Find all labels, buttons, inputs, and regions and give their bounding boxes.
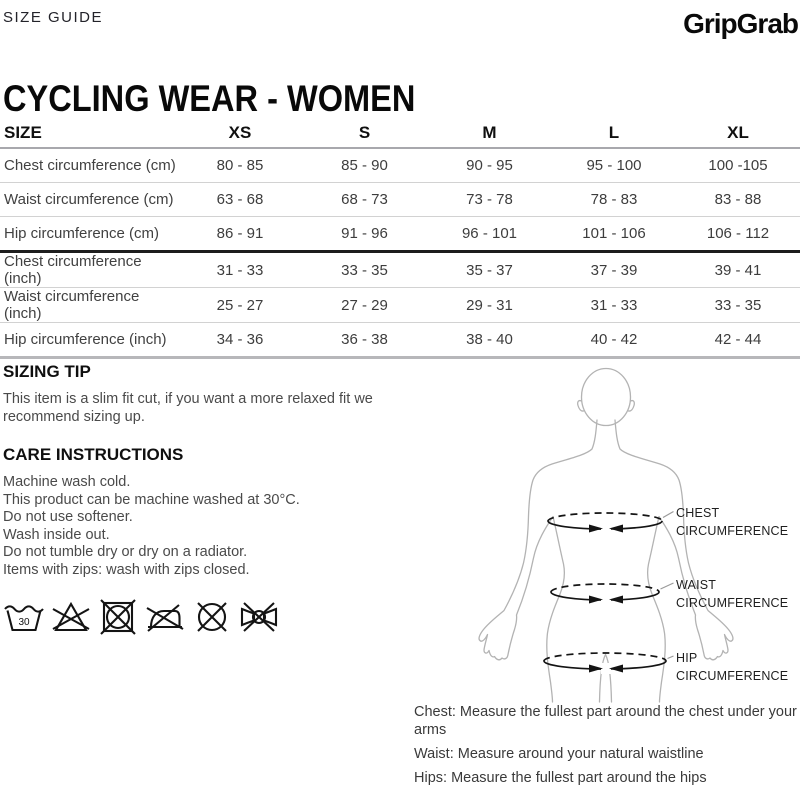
figure-head <box>580 367 632 427</box>
table-row: Hip circumference (inch) 34 - 36 36 - 38… <box>0 322 800 358</box>
hip-label-leader-line <box>667 655 674 660</box>
size-cell: 100 -105 <box>708 157 768 174</box>
do-not-bleach-icon <box>52 601 90 632</box>
care-instructions-heading: CARE INSTRUCTIONS <box>3 445 184 464</box>
measurement-notes: Chest: Measure the fullest part around t… <box>414 703 800 793</box>
size-cell: 86 - 91 <box>216 225 264 242</box>
do-not-wring-icon <box>240 602 278 632</box>
table-row: Chest circumference (cm) 80 - 85 85 - 90… <box>0 148 800 183</box>
care-instruction-line: Wash inside out. <box>3 526 110 543</box>
size-cell: 40 - 42 <box>590 331 638 348</box>
size-cell: 106 - 112 <box>706 225 770 242</box>
waist-circumference-label: WAIST CIRCUMFERENCE <box>676 578 789 610</box>
hip-circumference-label: HIP CIRCUMFERENCE <box>676 651 789 683</box>
size-table: SIZE XS S M L XL Chest circumference (cm… <box>0 118 800 359</box>
chest-circumference-label: CHEST CIRCUMFERENCE <box>676 506 789 538</box>
size-cell: 33 - 35 <box>714 296 762 314</box>
size-cell: 34 - 36 <box>216 331 264 348</box>
size-cell: 39 - 41 <box>714 261 762 279</box>
care-icons-row: 30 <box>4 597 279 639</box>
size-guide-label: SIZE GUIDE <box>3 9 104 26</box>
svg-text:30: 30 <box>18 617 30 628</box>
row-label: Waist circumference (inch) <box>4 288 140 322</box>
column-header-xl: XL <box>727 122 749 142</box>
row-label: Hip circumference (inch) <box>4 331 167 348</box>
measurement-note: Chest: Measure the fullest part around t… <box>414 704 797 738</box>
size-cell: 27 - 29 <box>341 296 388 314</box>
do-not-iron-icon <box>146 604 184 632</box>
size-cell: 63 - 68 <box>216 191 264 208</box>
sizing-tip-text: This item is a slim fit cut, if you want… <box>3 391 373 425</box>
size-cell: 95 - 100 <box>586 157 642 174</box>
size-cell: 91 - 96 <box>341 225 388 242</box>
size-cell: 38 - 40 <box>466 331 513 348</box>
do-not-dry-clean-icon <box>197 602 227 632</box>
measurement-note: Hips: Measure the fullest part around th… <box>414 770 707 786</box>
page-title: CYCLING WEAR - WOMEN <box>3 77 416 119</box>
column-header-s: S <box>358 122 371 142</box>
waist-label-leader-line <box>660 582 674 590</box>
size-cell: 31 - 33 <box>590 296 638 314</box>
size-cell: 35 - 37 <box>466 261 513 279</box>
table-row: Waist circumference (cm) 63 - 68 68 - 73… <box>0 182 800 217</box>
figure-right-outline <box>614 419 734 703</box>
figure-crotch-line <box>598 653 613 703</box>
row-label: Waist circumference (cm) <box>4 191 174 208</box>
size-cell: 96 - 101 <box>461 225 518 242</box>
figure-ear-left <box>577 399 585 412</box>
size-cell: 31 - 33 <box>216 261 264 279</box>
waist-measure-line <box>550 583 660 605</box>
body-measurement-figure <box>478 367 734 703</box>
size-cell: 42 - 44 <box>714 331 762 348</box>
figure-ear-right <box>627 399 635 412</box>
table-row: Waist circumference (inch) 25 - 27 27 - … <box>0 287 800 323</box>
size-cell: 73 - 78 <box>466 191 513 208</box>
care-instruction-line: Items with zips: wash with zips closed. <box>3 561 250 578</box>
size-cell: 29 - 31 <box>466 296 513 314</box>
row-label: Chest circumference (cm) <box>4 157 176 174</box>
measurement-note: Waist: Measure around your natural waist… <box>414 746 704 762</box>
size-cell: 85 - 90 <box>341 157 388 174</box>
size-cell: 68 - 73 <box>341 191 388 208</box>
row-label: Chest circumference (inch) <box>4 253 142 287</box>
size-cell: 37 - 39 <box>590 261 638 279</box>
column-header-xs: XS <box>228 122 252 142</box>
care-instructions-list: Machine wash cold. This product can be m… <box>3 474 443 579</box>
size-cell: 101 - 106 <box>582 225 646 242</box>
size-cell: 36 - 38 <box>341 331 388 348</box>
table-row: Chest circumference (inch) 31 - 33 33 - … <box>0 251 800 288</box>
care-instruction-line: Machine wash cold. <box>3 474 131 490</box>
size-cell: 33 - 35 <box>341 261 388 279</box>
column-header-size: SIZE <box>4 122 42 142</box>
brand-logo: GripGrab <box>683 8 799 39</box>
column-header-m: M <box>482 122 497 142</box>
chest-measure-line <box>547 512 663 534</box>
hip-measure-line <box>543 652 667 674</box>
size-cell: 80 - 85 <box>216 157 264 174</box>
table-header-row: SIZE XS S M L XL <box>0 118 800 148</box>
chest-label-leader-line <box>662 510 674 519</box>
size-cell: 25 - 27 <box>216 296 264 314</box>
figure-left-outline <box>478 419 598 703</box>
care-instruction-line: Do not tumble dry or dry on a radiator. <box>3 544 248 560</box>
sizing-tip-heading: SIZING TIP <box>3 362 91 381</box>
machine-wash-30-icon: 30 <box>4 605 44 632</box>
row-label: Hip circumference (cm) <box>4 225 160 242</box>
do-not-tumble-dry-icon <box>100 599 136 635</box>
size-cell: 90 - 95 <box>466 157 513 174</box>
column-header-l: L <box>608 122 620 142</box>
table-row: Hip circumference (cm) 86 - 91 91 - 96 9… <box>0 216 800 252</box>
size-cell: 83 - 88 <box>714 191 762 208</box>
size-cell: 78 - 83 <box>590 191 638 208</box>
care-instruction-line: Do not use softener. <box>3 509 133 525</box>
care-instruction-line: This product can be machine washed at 30… <box>3 491 300 508</box>
